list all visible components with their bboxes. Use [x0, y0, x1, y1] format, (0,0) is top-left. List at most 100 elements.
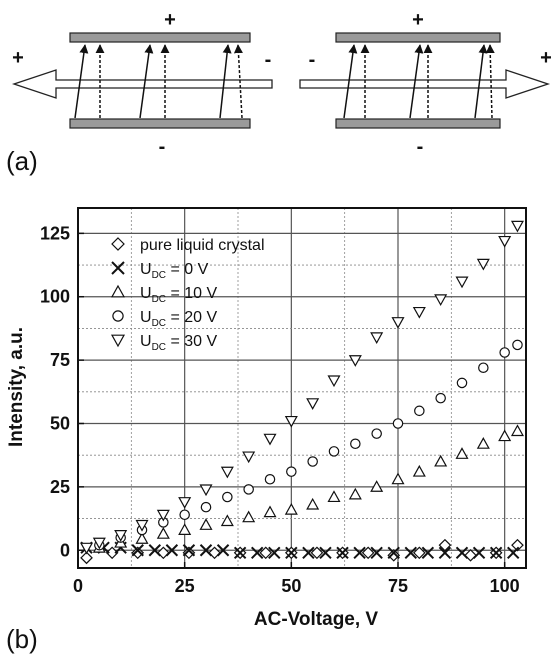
y-tick-label: 125 [40, 223, 70, 243]
data-point [434, 294, 448, 307]
data-point [414, 405, 425, 417]
series-circle [94, 339, 523, 551]
data-point [498, 235, 512, 248]
data-point [464, 548, 477, 562]
data-point [156, 527, 170, 539]
data-point [220, 466, 234, 479]
data-point [182, 544, 196, 557]
data-point [286, 466, 297, 477]
series-triangle-down [80, 220, 524, 555]
data-point [302, 546, 315, 559]
legend-label: UDC = 20 V [140, 309, 217, 329]
x-tick-label: 25 [175, 576, 195, 596]
data-point [506, 546, 520, 559]
panel-b-label: (b) [6, 624, 38, 654]
data-point [179, 509, 190, 521]
data-point [370, 332, 384, 345]
data-point [259, 546, 273, 560]
data-point [156, 509, 170, 522]
data-point [456, 377, 468, 389]
data-point [511, 538, 524, 552]
right-cell-arrow-right-icon [299, 69, 551, 99]
right-cell-dipole-arrows [343, 44, 495, 119]
data-point [310, 546, 324, 560]
data-point [268, 546, 281, 559]
data-point [476, 437, 490, 449]
data-point [387, 546, 400, 559]
x-axis-title: AC-Voltage, V [254, 609, 379, 630]
legend-label: UDC = 0 V [140, 261, 209, 281]
data-point [199, 484, 213, 497]
legend: pure liquid crystal UDC = 0 V UDC = 10 V UD… [110, 237, 265, 353]
legend-marker-x [111, 261, 125, 275]
data-point [370, 480, 384, 492]
data-point [387, 548, 401, 562]
data-point [498, 429, 512, 442]
left-cell-top-sign: + [164, 9, 176, 31]
x-tick-label: 75 [388, 576, 408, 596]
data-point [148, 544, 162, 557]
data-point [105, 546, 119, 560]
data-point [216, 544, 230, 557]
legend-label: UDC = 10 V [140, 285, 217, 305]
data-point [80, 542, 94, 555]
data-point [472, 546, 486, 559]
data-point [284, 415, 298, 428]
data-point [222, 491, 233, 503]
data-point [264, 473, 276, 485]
data-point [233, 546, 247, 559]
data-series [80, 220, 524, 565]
data-point [327, 375, 341, 388]
right-cell-right-sign: + [540, 47, 552, 69]
data-point [208, 546, 221, 560]
data-point [412, 464, 426, 477]
y-tick-label: 75 [50, 350, 70, 370]
panel-b-chart: 0 25 50 75 100 0 25 50 75 100 125 pure liquid crys… [6, 207, 527, 654]
data-point [478, 362, 489, 373]
data-point [392, 418, 404, 429]
plot-frame [77, 207, 527, 569]
right-cell-top-electrode [335, 32, 501, 43]
right-cell-diagram: + - - + [299, 9, 552, 158]
data-point [242, 510, 256, 523]
data-point [306, 398, 320, 410]
data-point [412, 306, 426, 319]
x-tick-label: 0 [73, 576, 83, 596]
data-point [328, 446, 340, 457]
data-point [182, 546, 196, 560]
right-cell-bottom-sign: - [417, 136, 424, 158]
series-triangle-up [92, 424, 524, 553]
data-point [199, 518, 213, 530]
data-point [199, 544, 213, 557]
data-point [512, 339, 523, 351]
data-point [499, 347, 510, 358]
data-point [434, 454, 448, 467]
right-cell-top-sign: + [412, 9, 424, 31]
data-point [156, 546, 170, 560]
data-point [336, 546, 349, 559]
left-cell-bottom-sign: - [159, 136, 166, 158]
data-point [165, 544, 179, 557]
left-cell-dipole-arrows [74, 44, 243, 119]
legend-marker-diamond [111, 237, 125, 251]
legend-label: UDC = 30 V [140, 333, 217, 353]
data-point [327, 490, 341, 503]
data-point [455, 447, 469, 459]
y-tick-label: 25 [50, 477, 70, 497]
data-point [510, 424, 524, 437]
left-cell-arrow-left-icon [11, 69, 273, 99]
data-point [178, 497, 192, 509]
series-x [80, 541, 520, 559]
data-point [307, 456, 318, 467]
y-tick-label: 100 [40, 287, 70, 307]
data-point [350, 438, 361, 450]
data-point [435, 392, 446, 404]
data-point [361, 546, 375, 560]
left-cell-bottom-electrode [69, 118, 251, 129]
left-cell-top-electrode [69, 32, 251, 43]
data-point [421, 546, 435, 559]
data-point [438, 538, 452, 552]
right-cell-bottom-electrode [335, 118, 501, 129]
y-tick-label: 0 [60, 540, 70, 560]
